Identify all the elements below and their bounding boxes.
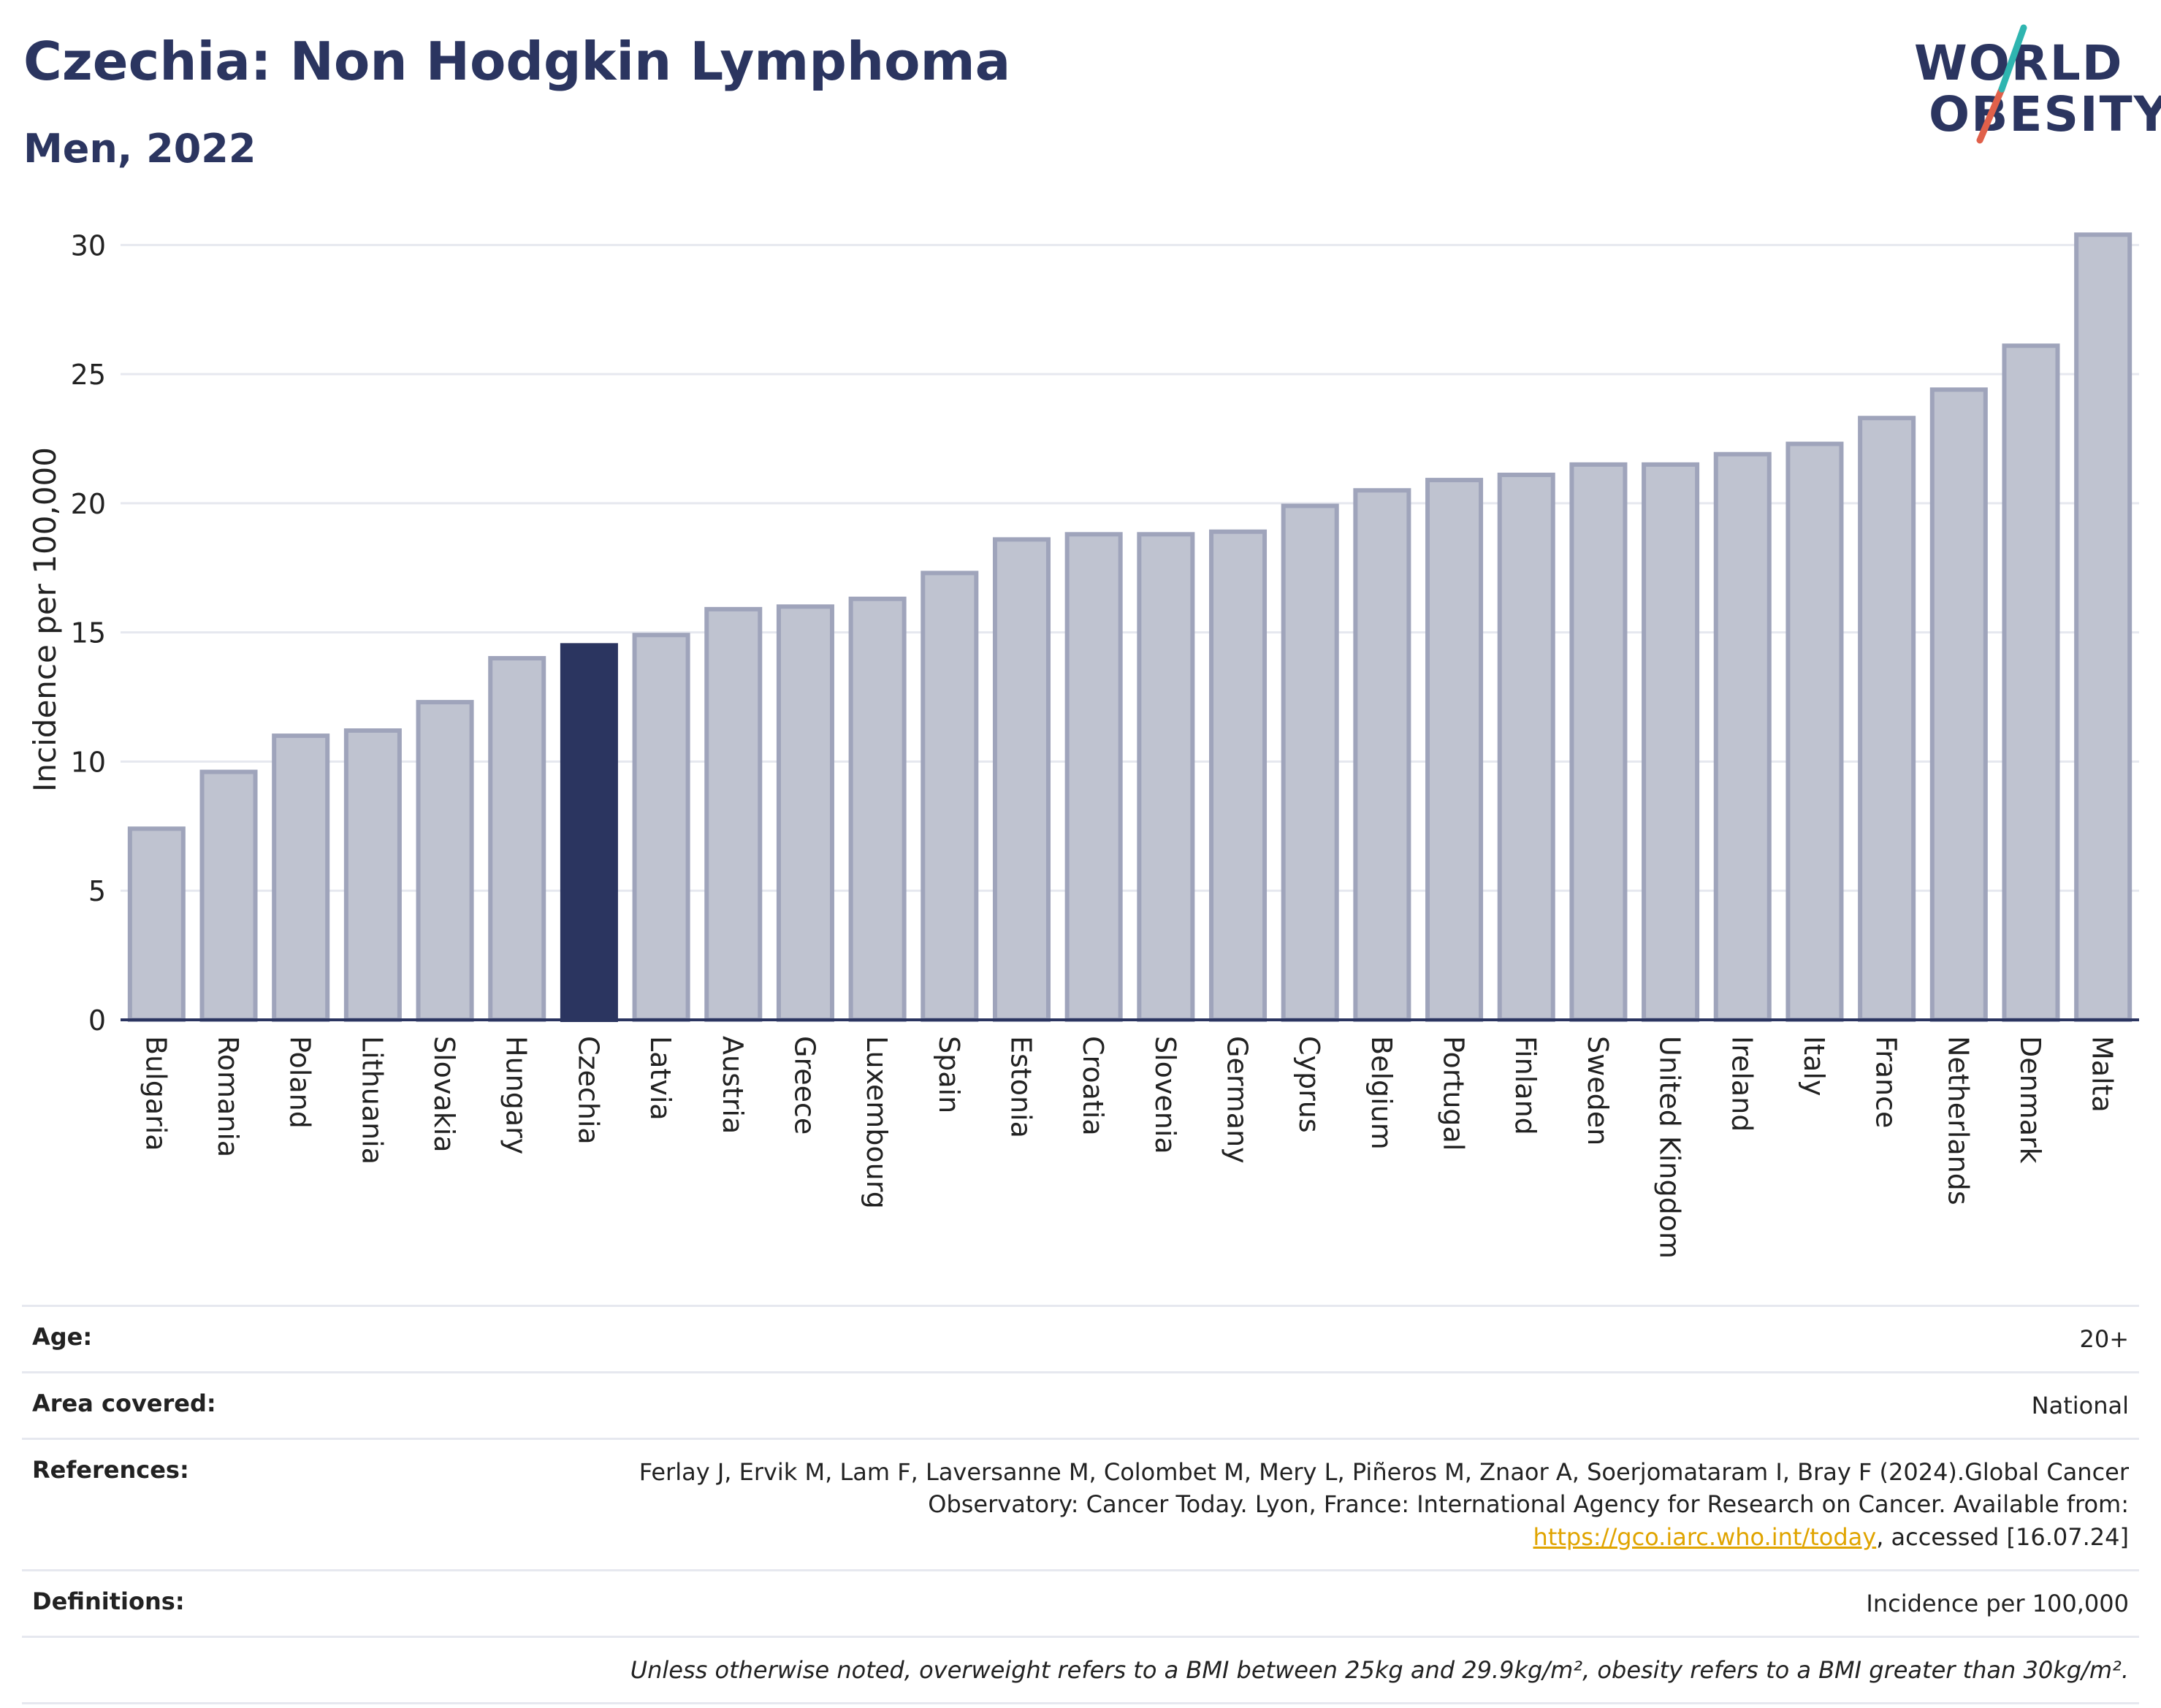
- world-obesity-logo: WORLD OBESITY: [1899, 22, 2161, 153]
- meta-row-area: Area covered: National: [22, 1371, 2139, 1438]
- y-tick-label: 25: [71, 359, 106, 391]
- x-tick-label: Austria: [717, 1036, 749, 1134]
- bar-latvia: [632, 633, 690, 1022]
- x-tick-label: Romania: [212, 1036, 244, 1157]
- bar-slovenia: [1137, 532, 1195, 1022]
- x-tick-label: Ireland: [1726, 1036, 1758, 1132]
- definitions-value: Incidence per 100,000: [1866, 1589, 2129, 1617]
- y-tick-label: 30: [71, 229, 106, 262]
- x-tick-label: Germany: [1221, 1036, 1254, 1164]
- x-tick-label: Denmark: [2014, 1036, 2046, 1164]
- bar-bulgaria: [127, 826, 186, 1022]
- x-tick-label: Croatia: [1077, 1036, 1109, 1136]
- references-link[interactable]: https://gco.iarc.who.int/today: [1533, 1522, 1877, 1551]
- bar-italy: [1785, 441, 1844, 1022]
- bar-portugal: [1425, 478, 1484, 1022]
- bar-spain: [921, 571, 979, 1022]
- bar-finland: [1497, 473, 1555, 1023]
- y-axis-label: Incidence per 100,000: [27, 447, 63, 792]
- references-tail: , accessed [16.07.24]: [1876, 1522, 2129, 1551]
- age-value: 20+: [2079, 1325, 2129, 1353]
- logo-text-obesity: OBESITY: [1929, 86, 2161, 142]
- age-label: Age:: [32, 1323, 93, 1351]
- x-tick-label: Netherlands: [1942, 1036, 1974, 1205]
- x-tick-label: Belgium: [1365, 1036, 1398, 1150]
- references-label: References:: [32, 1456, 189, 1484]
- y-tick-label: 5: [88, 875, 106, 907]
- logo-slash-icon: [1976, 24, 2027, 144]
- chart-subtitle: Men, 2022: [23, 126, 256, 172]
- x-tick-label: Italy: [1798, 1036, 1830, 1096]
- x-tick-label: Slovakia: [428, 1036, 460, 1153]
- x-tick-label: Lithuania: [356, 1036, 388, 1164]
- y-tick-label: 15: [71, 617, 106, 649]
- y-tick-label: 0: [88, 1004, 106, 1037]
- x-tick-label: Slovenia: [1149, 1036, 1181, 1154]
- x-tick-label: Latvia: [644, 1036, 676, 1121]
- x-tick-label: Malta: [2086, 1036, 2119, 1113]
- x-tick-label: Cyprus: [1293, 1036, 1325, 1133]
- bmi-note: Unless otherwise noted, overweight refer…: [630, 1655, 2129, 1684]
- x-tick-label: Hungary: [500, 1036, 533, 1154]
- bar-greece: [776, 604, 834, 1022]
- x-tick-label: United Kingdom: [1654, 1036, 1686, 1259]
- bar-denmark: [2002, 343, 2060, 1022]
- references-text: Ferlay J, Ervik M, Lam F, Laversanne M, …: [639, 1458, 2129, 1519]
- bar-poland: [272, 733, 330, 1023]
- bar-czechia: [560, 643, 618, 1022]
- bar-estonia: [992, 537, 1051, 1022]
- y-tick-label: 20: [71, 488, 106, 520]
- meta-row-age: Age: 20+: [22, 1305, 2139, 1371]
- bar-germany: [1209, 529, 1268, 1023]
- x-tick-label: Spain: [933, 1036, 965, 1113]
- y-tick-label: 10: [71, 746, 106, 778]
- meta-row-note: Unless otherwise noted, overweight refer…: [22, 1635, 2139, 1705]
- bar-hungary: [488, 656, 546, 1023]
- bar-malta: [2074, 232, 2133, 1023]
- x-tick-label: Bulgaria: [140, 1036, 172, 1151]
- x-tick-label: Finland: [1509, 1036, 1541, 1135]
- bar-belgium: [1353, 488, 1411, 1022]
- chart-title: Czechia: Non Hodgkin Lymphoma: [23, 31, 1011, 92]
- x-tick-label: Sweden: [1582, 1036, 1614, 1145]
- x-tick-label: Estonia: [1005, 1036, 1037, 1138]
- bar-romania: [199, 769, 258, 1023]
- bar-cyprus: [1281, 503, 1339, 1022]
- bar-lithuania: [343, 728, 402, 1022]
- x-tick-label: France: [1870, 1036, 1902, 1128]
- metadata-table: Age: 20+ Area covered: National Referenc…: [22, 1305, 2139, 1705]
- bar-chart: 0 5 10 15 20 25 30 Incidence per 100,000 Bulgari…: [27, 229, 2139, 1259]
- x-tick-label: Poland: [284, 1036, 316, 1129]
- meta-row-references: References: Ferlay J, Ervik M, Lam F, La…: [22, 1438, 2139, 1568]
- bar-croatia: [1064, 532, 1123, 1022]
- bar-ireland: [1713, 451, 1772, 1023]
- area-label: Area covered:: [32, 1389, 216, 1418]
- bar-france: [1858, 416, 1916, 1023]
- definitions-label: Definitions:: [32, 1587, 185, 1615]
- x-tick-label: Luxembourg: [861, 1036, 893, 1209]
- bar-united-kingdom: [1642, 462, 1700, 1022]
- bar-netherlands: [1929, 387, 1988, 1023]
- meta-row-definitions: Definitions: Incidence per 100,000: [22, 1568, 2139, 1636]
- bar-austria: [704, 606, 763, 1022]
- bar-sweden: [1569, 462, 1628, 1022]
- x-tick-label: Greece: [788, 1036, 820, 1135]
- x-tick-label: Czechia: [572, 1036, 604, 1145]
- bar-slovakia: [416, 700, 474, 1022]
- references-value: Ferlay J, Ervik M, Lam F, Laversanne M, …: [595, 1456, 2129, 1552]
- x-tick-label: Portugal: [1438, 1036, 1470, 1151]
- area-value: National: [2031, 1392, 2129, 1420]
- bar-luxembourg: [848, 596, 907, 1022]
